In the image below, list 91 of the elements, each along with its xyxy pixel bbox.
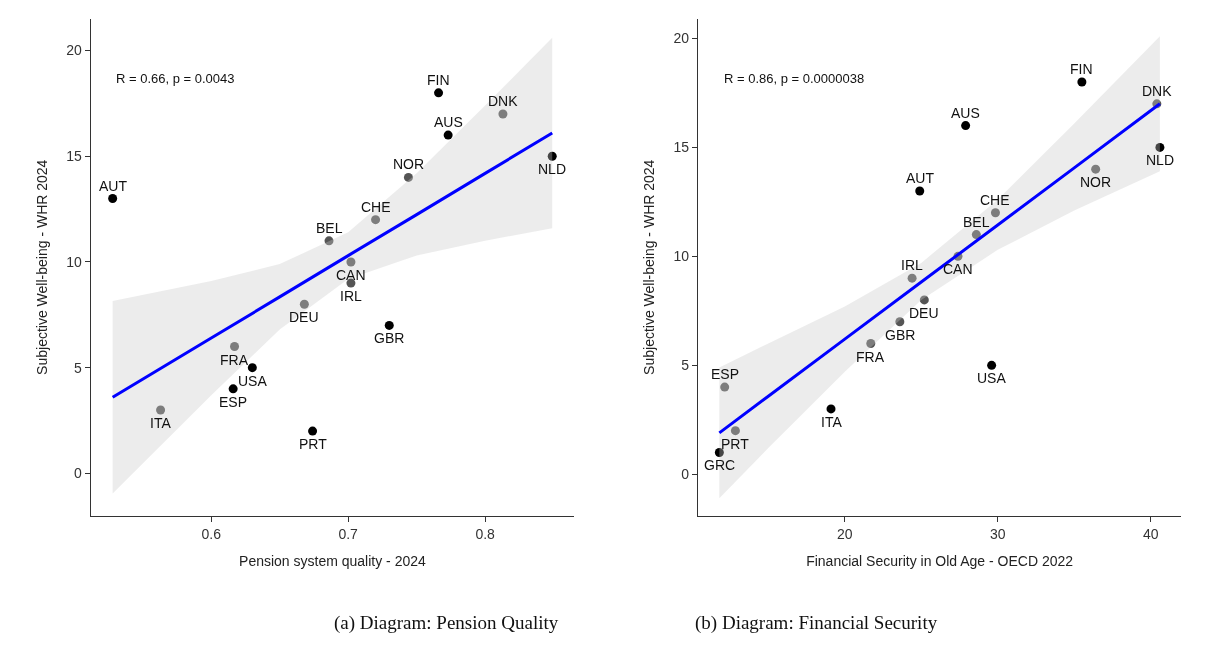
point: [919, 295, 929, 305]
annotation: GBR: [374, 330, 405, 346]
point: [987, 360, 997, 370]
annotation: CAN: [943, 261, 973, 277]
point: [1077, 77, 1087, 87]
y-tick-label: 20: [66, 42, 83, 59]
text: (a) Diagram: Pension Quality: [334, 612, 559, 634]
point: [403, 172, 413, 182]
x-axis-title: Pension system quality - 2024: [239, 552, 427, 569]
annotation: IRL: [340, 288, 362, 304]
y-tick-label: 5: [74, 359, 83, 376]
y-tick-label: 15: [66, 148, 83, 165]
annotation: FRA: [856, 349, 885, 365]
y-tick-label: 10: [66, 253, 83, 270]
point: [434, 88, 444, 98]
annotation: NLD: [538, 161, 567, 177]
annotation: DNK: [488, 93, 519, 109]
annotation: AUS: [434, 114, 463, 130]
point: [907, 273, 917, 283]
point: [1155, 142, 1165, 152]
annotation: ESP: [219, 394, 248, 410]
annotation: AUT: [99, 178, 128, 194]
point: [443, 130, 453, 140]
x-tick-label: 20: [836, 525, 853, 542]
annotation: NLD: [1146, 152, 1175, 168]
annotation: BEL: [963, 214, 990, 230]
annotation: ESP: [711, 366, 740, 382]
point: [720, 382, 730, 392]
point: [299, 299, 309, 309]
point: [324, 236, 334, 246]
annotation: USA: [977, 370, 1007, 386]
point: [384, 320, 394, 330]
annotation: R = 0.86, p = 0.0000038: [724, 71, 865, 86]
point: [1091, 164, 1101, 174]
y-axis-title: Subjective Well-being - WHR 2024: [33, 159, 50, 375]
point: [826, 404, 836, 414]
annotation: NOR: [393, 156, 425, 172]
x-tick-label: 0.8: [475, 525, 496, 542]
annotation: GBR: [885, 327, 916, 343]
point: [308, 426, 318, 436]
annotation: BEL: [316, 220, 343, 236]
annotation: CAN: [336, 267, 366, 283]
point: [895, 317, 905, 327]
point: [247, 363, 257, 373]
x-tick-label: 30: [989, 525, 1006, 542]
point: [971, 230, 981, 240]
annotation: FIN: [427, 72, 450, 88]
point: [990, 208, 1000, 218]
point: [498, 109, 508, 119]
point: [346, 257, 356, 267]
y-tick-label: 10: [673, 248, 690, 265]
annotation: PRT: [721, 436, 750, 452]
annotation: AUT: [906, 170, 935, 186]
point: [730, 426, 740, 436]
point: [230, 342, 240, 352]
annotation: ITA: [821, 414, 843, 430]
annotation: IRL: [901, 257, 923, 273]
point: [228, 384, 238, 394]
annotation: CHE: [980, 192, 1010, 208]
y-axis-title: Subjective Well-being - WHR 2024: [641, 159, 658, 375]
text: (b) Diagram: Financial Security: [695, 612, 938, 634]
annotation: FIN: [1070, 61, 1093, 77]
point: [156, 405, 166, 415]
point: [915, 186, 925, 196]
y-tick-label: 0: [681, 466, 690, 483]
point: [547, 151, 557, 161]
annotation: R = 0.66, p = 0.0043: [116, 71, 235, 86]
annotation: DEU: [289, 309, 319, 325]
annotation: DEU: [909, 305, 939, 321]
point: [108, 194, 118, 204]
annotation: USA: [238, 373, 268, 389]
annotation: ITA: [150, 415, 172, 431]
point: [371, 215, 381, 225]
x-axis-title: Financial Security in Old Age - OECD 2022: [806, 552, 1074, 569]
y-tick-label: 20: [673, 30, 690, 47]
x-tick-label: 0.6: [201, 525, 222, 542]
annotation: GRC: [704, 457, 736, 473]
y-tick-label: 5: [681, 357, 690, 374]
annotation: AUS: [951, 105, 980, 121]
annotation: FRA: [220, 352, 249, 368]
annotation: CHE: [361, 199, 391, 215]
annotation: DNK: [1142, 83, 1173, 99]
x-tick-label: 0.7: [338, 525, 359, 542]
point: [866, 339, 876, 349]
annotation: PRT: [299, 436, 328, 452]
y-tick-label: 0: [74, 465, 83, 482]
point: [961, 121, 971, 131]
y-tick-label: 15: [673, 139, 690, 156]
point: [714, 447, 724, 457]
annotation: NOR: [1080, 174, 1112, 190]
x-tick-label: 40: [1142, 525, 1159, 542]
